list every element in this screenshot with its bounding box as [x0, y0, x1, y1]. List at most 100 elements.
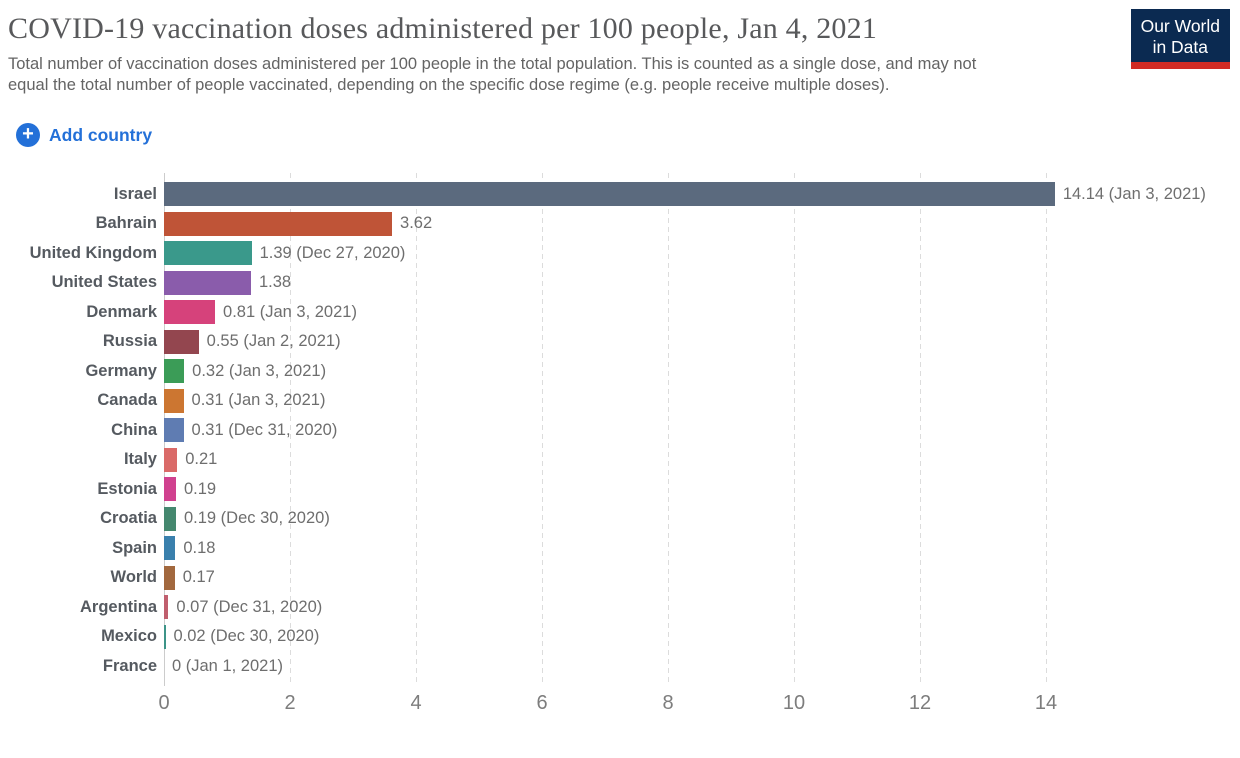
country-label: Estonia [97, 479, 157, 498]
bar-value-label: 1.39 (Dec 27, 2020) [259, 243, 406, 262]
bar[interactable] [164, 359, 185, 384]
bar[interactable] [164, 565, 175, 590]
bar-track: 0.02 (Dec 30, 2020) [164, 624, 1230, 649]
bar[interactable] [164, 447, 178, 472]
bar-track: 0.21 [164, 447, 1230, 472]
x-tick-label: 4 [410, 691, 422, 714]
bar-track: 0.31 (Jan 3, 2021) [164, 388, 1230, 413]
bar-row[interactable]: Croatia 0.19 (Dec 30, 2020) [8, 504, 1230, 534]
bar-row[interactable]: Denmark 0.81 (Jan 3, 2021) [8, 297, 1230, 327]
owid-logo[interactable]: Our World in Data [1130, 9, 1230, 70]
bar-track: 0.18 [164, 536, 1230, 561]
bar-track: 1.38 [164, 270, 1230, 295]
bar-track: 0.07 (Dec 31, 2020) [164, 595, 1230, 620]
country-label: World [110, 568, 157, 587]
country-label: France [102, 656, 157, 675]
chart-subtitle: Total number of vaccination doses admini… [8, 54, 977, 95]
country-label: Italy [123, 450, 157, 469]
bar[interactable] [164, 506, 176, 531]
x-tick-label: 2 [284, 691, 296, 714]
country-label: Denmark [86, 302, 157, 321]
bar-row[interactable]: Argentina 0.07 (Dec 31, 2020) [8, 592, 1230, 622]
bar-row[interactable]: Bahrain 3.62 [8, 209, 1230, 239]
bar-row[interactable]: China 0.31 (Dec 31, 2020) [8, 415, 1230, 445]
bar-row[interactable]: Estonia 0.19 [8, 474, 1230, 504]
bar-row[interactable]: France 0 (Jan 1, 2021) [8, 651, 1230, 681]
x-tick-label: 14 [1034, 691, 1058, 714]
bar[interactable] [164, 329, 199, 354]
bar-value-label: 0.17 [182, 568, 215, 587]
bar-value-label: 0.81 (Jan 3, 2021) [223, 302, 357, 321]
bar-value-label: 1.38 [258, 273, 292, 292]
bar-row[interactable]: Spain 0.18 [8, 533, 1230, 563]
bar[interactable] [164, 241, 252, 266]
bar[interactable] [164, 536, 176, 561]
x-tick-label: 0 [158, 691, 170, 714]
country-label: Croatia [100, 509, 157, 528]
bar[interactable] [164, 270, 251, 295]
country-label: Germany [85, 361, 157, 380]
bar-value-label: 0.21 [185, 450, 218, 469]
header-text: COVID-19 vaccination doses administered … [8, 8, 1119, 97]
bar-track: 0 (Jan 1, 2021) [164, 654, 1230, 678]
bar[interactable] [164, 211, 393, 236]
plot-area: Israel 14.14 (Jan 3, 2021) Bahrain 3.62 Unit… [8, 173, 1230, 686]
bar-value-label: 0.02 (Dec 30, 2020) [173, 627, 320, 646]
bar-chart: Israel 14.14 (Jan 3, 2021) Bahrain 3.62 Unit… [8, 173, 1230, 726]
x-tick-label: 6 [536, 691, 548, 714]
country-label: United States [51, 273, 157, 292]
bar-track: 0.19 (Dec 30, 2020) [164, 506, 1230, 531]
country-label: Bahrain [95, 214, 157, 233]
chart-title: COVID-19 vaccination doses administered … [8, 12, 878, 45]
bar-value-label: 0.31 (Dec 31, 2020) [191, 420, 338, 439]
bar-row[interactable]: Mexico 0.02 (Dec 30, 2020) [8, 622, 1230, 652]
bar-track: 0.55 (Jan 2, 2021) [164, 329, 1230, 354]
bar-track: 0.19 [164, 477, 1230, 502]
owid-logo-line2: in Data [1152, 36, 1209, 57]
country-label: Israel [113, 184, 157, 203]
x-axis: 0 2 4 6 8 10 12 14 [8, 690, 1230, 726]
bar-track: 1.39 (Dec 27, 2020) [164, 241, 1230, 266]
add-country-button[interactable]: + Add country [16, 123, 152, 148]
bar[interactable] [164, 182, 1055, 207]
bar-value-label: 14.14 (Jan 3, 2021) [1062, 184, 1206, 203]
bar[interactable] [164, 300, 216, 325]
bar[interactable] [164, 477, 176, 502]
bar-value-label: 0.07 (Dec 31, 2020) [176, 597, 323, 616]
chart-controls: + Add country [8, 123, 1230, 148]
x-tick-label: 10 [782, 691, 806, 714]
bar-row[interactable]: Germany 0.32 (Jan 3, 2021) [8, 356, 1230, 386]
bar-value-label: 0.32 (Jan 3, 2021) [192, 361, 327, 380]
bar[interactable] [164, 595, 169, 620]
add-icon: + [16, 123, 40, 148]
bar-row[interactable]: United Kingdom 1.39 (Dec 27, 2020) [8, 238, 1230, 268]
bar-row[interactable]: Canada 0.31 (Jan 3, 2021) [8, 386, 1230, 416]
bar-row[interactable]: United States 1.38 [8, 268, 1230, 298]
bar-value-label: 0.31 (Jan 3, 2021) [191, 391, 326, 410]
bar-row[interactable]: Italy 0.21 [8, 445, 1230, 475]
country-label: Mexico [101, 627, 157, 646]
bar-track: 0.31 (Dec 31, 2020) [164, 418, 1230, 443]
chart-header: COVID-19 vaccination doses administered … [8, 8, 1230, 97]
bar-row[interactable]: Russia 0.55 (Jan 2, 2021) [8, 327, 1230, 357]
bar-track: 14.14 (Jan 3, 2021) [164, 182, 1230, 207]
bar-value-label: 0.18 [183, 538, 216, 557]
bar-rows: Israel 14.14 (Jan 3, 2021) Bahrain 3.62 Unit… [8, 179, 1230, 681]
bar[interactable] [164, 624, 166, 649]
bar[interactable] [164, 418, 184, 443]
bar-row[interactable]: Israel 14.14 (Jan 3, 2021) [8, 179, 1230, 209]
bar[interactable] [164, 388, 184, 413]
country-label: United Kingdom [29, 243, 157, 262]
bar-value-label: 0.19 [183, 479, 217, 498]
country-label: Argentina [79, 597, 157, 616]
country-label: China [111, 420, 157, 439]
bar-track: 0.32 (Jan 3, 2021) [164, 359, 1230, 384]
owid-logo-line1: Our World [1140, 16, 1220, 36]
bar-track: 3.62 [164, 211, 1230, 236]
bar-value-label: 0 (Jan 1, 2021) [172, 656, 283, 675]
bar-row[interactable]: World 0.17 [8, 563, 1230, 593]
bar-value-label: 0.19 (Dec 30, 2020) [183, 509, 330, 528]
x-tick-label: 12 [908, 691, 932, 714]
bar-value-label: 0.55 (Jan 2, 2021) [206, 332, 341, 351]
